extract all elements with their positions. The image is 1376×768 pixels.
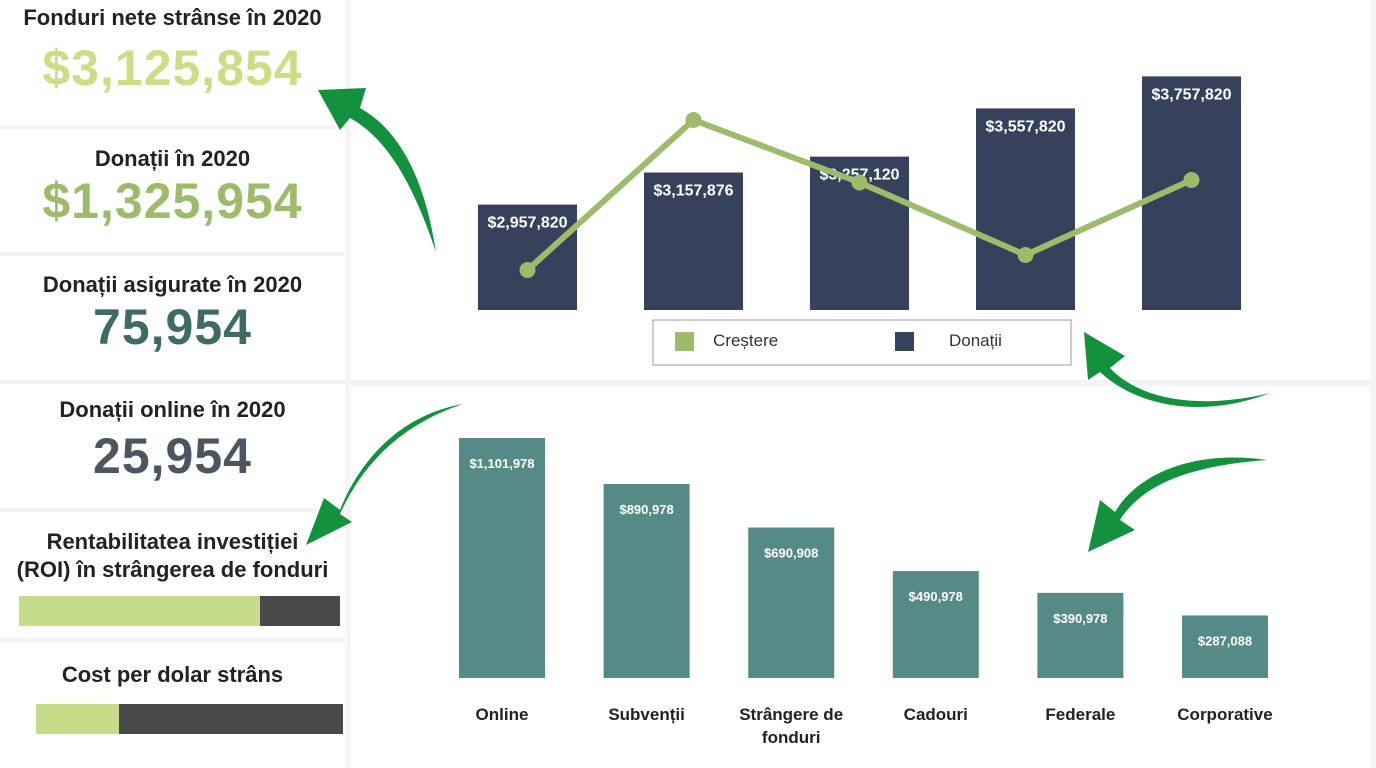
kpi-online-title: Donații online în 2020: [59, 397, 286, 422]
kpi-secured-title: Donații asigurate în 2020: [42, 272, 303, 297]
bottom-chart-panel: [351, 386, 1370, 768]
kpi-net-funds-title: Fonduri nete strânse în 2020: [23, 5, 322, 30]
kpi-roi-title-line2: (ROI) în strângerea de fonduri: [16, 557, 329, 582]
kpi-online: Donații online în 2020 25,954: [0, 384, 345, 508]
kpi-secured-value: 75,954: [93, 299, 252, 355]
kpi-cost-title: Cost per dolar strâns: [61, 662, 284, 687]
kpi-roi: Rentabilitatea investiției (ROI) în strâ…: [0, 512, 345, 638]
kpi-cost: Cost per dolar strâns: [0, 642, 345, 768]
roi-progress-bar: [19, 596, 340, 626]
kpi-roi-title-line1: Rentabilitatea investiției: [46, 529, 299, 554]
kpi-online-value: 25,954: [93, 428, 252, 484]
kpi-donations: Donații în 2020 $1,325,954: [0, 129, 345, 252]
kpi-donations-title: Donații în 2020: [94, 146, 251, 171]
top-chart-panel: [351, 0, 1370, 380]
kpi-donations-value: $1,325,954: [42, 173, 303, 229]
kpi-net-funds-value: $3,125,854: [42, 40, 303, 96]
kpi-net-funds: Fonduri nete strânse în 2020 $3,125,854: [0, 0, 345, 125]
cost-progress-bar: [36, 704, 343, 734]
kpi-secured: Donații asigurate în 2020 75,954: [0, 256, 345, 380]
